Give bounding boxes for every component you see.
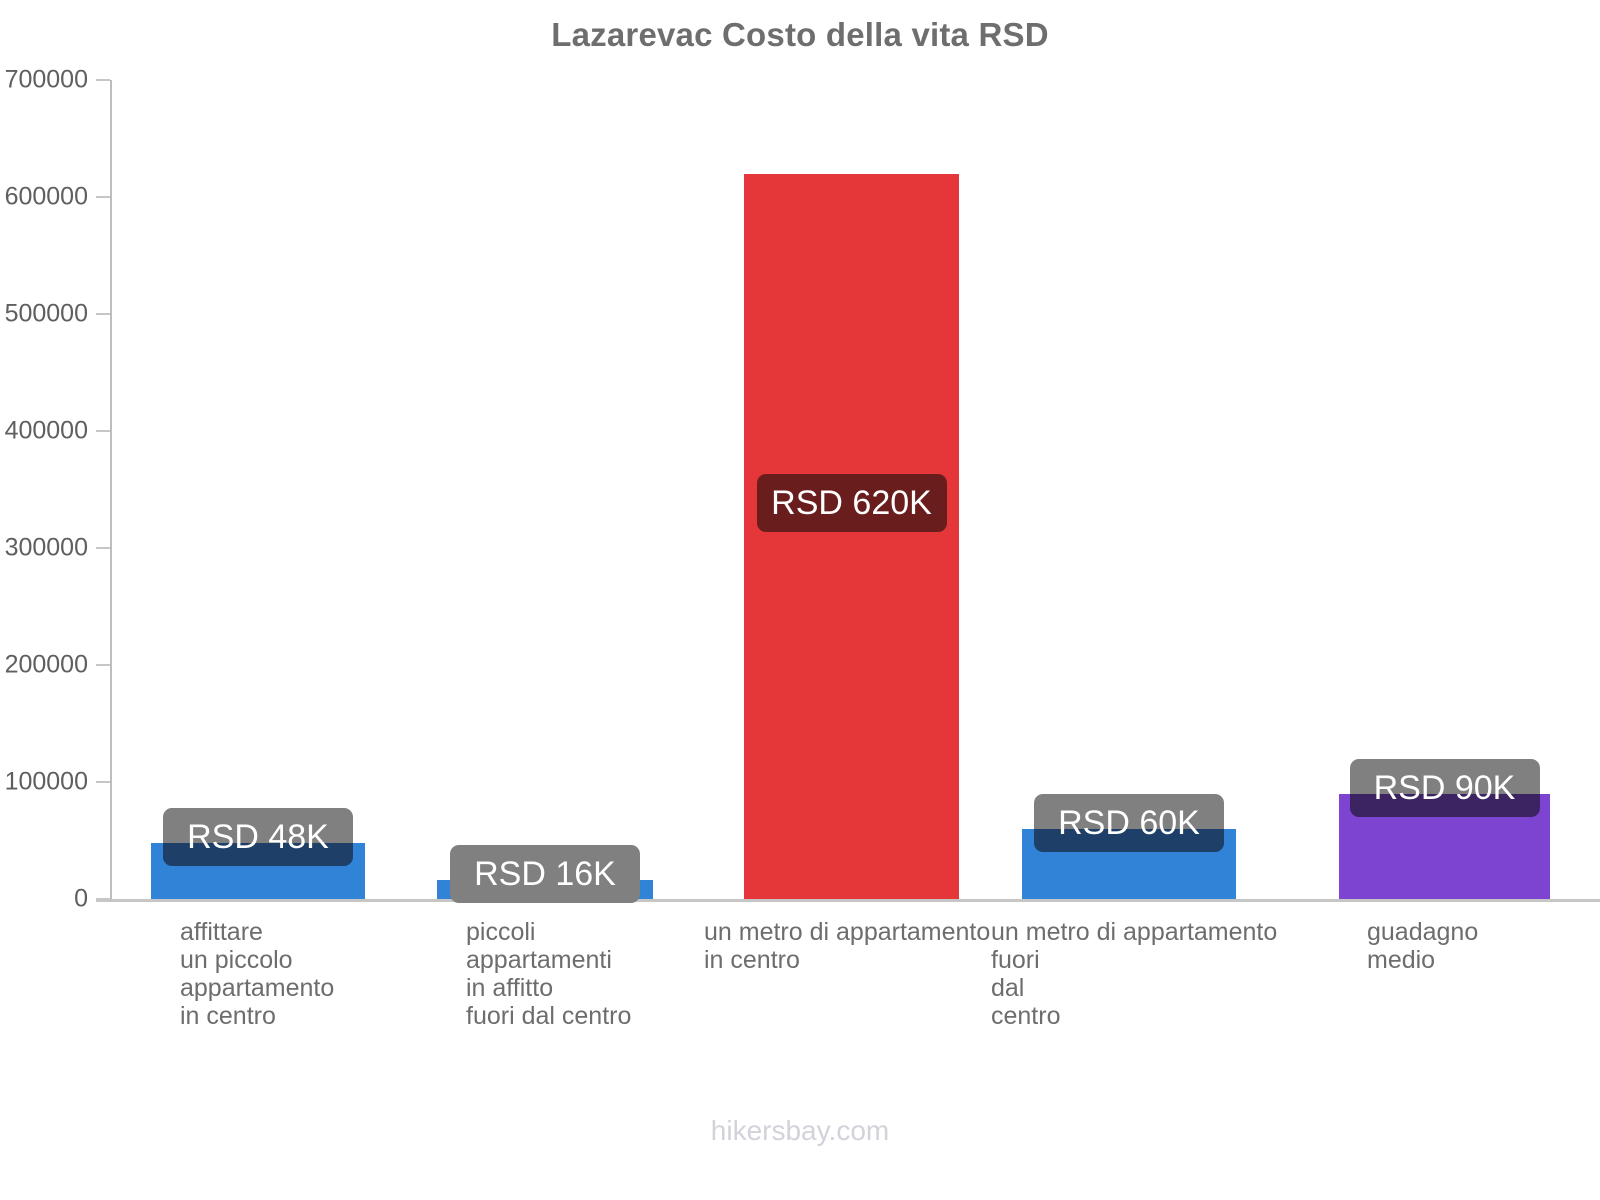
y-axis-tick-label: 200000 [4, 650, 88, 679]
bar-value-label: RSD 48K [187, 817, 329, 856]
x-axis-baseline [96, 899, 1600, 902]
x-axis-category-label: un metro di appartamento fuori dal centr… [991, 918, 1278, 1030]
y-axis-tick-mark [96, 313, 110, 315]
y-axis-tick-mark [96, 430, 110, 432]
x-axis-category-label: un metro di appartamento in centro [704, 918, 991, 974]
y-axis-tick-label: 100000 [4, 767, 88, 796]
page-title: Lazarevac Costo della vita RSD [551, 16, 1049, 53]
badge-upper-fill [163, 807, 353, 843]
x-axis-category-label: guadagno medio [1367, 918, 1479, 974]
badge-lower-fill [756, 474, 947, 532]
bar-value-label: RSD 16K [474, 855, 616, 894]
bar-series: RSD 48K RSD 16K RSD 620K RSD 60K RSD 90K [151, 173, 1550, 904]
y-axis-tick-mark [96, 664, 110, 666]
bar-value-label: RSD 60K [1058, 803, 1200, 842]
y-axis-tick-mark [96, 196, 110, 198]
x-axis-labels: affittare un piccolo appartamento in cen… [0, 918, 1600, 1098]
bar-value-label: RSD 90K [1373, 768, 1516, 807]
y-axis-tick-label: 0 [74, 884, 88, 913]
watermark: hikersbay.com [710, 1115, 890, 1146]
bar[interactable] [744, 173, 959, 899]
y-axis-tick-mark [96, 898, 110, 900]
y-axis-line [110, 80, 112, 900]
badge-upper-fill [1349, 758, 1540, 794]
y-axis-tick-label: 400000 [4, 416, 88, 445]
y-axis-tick-label: 300000 [4, 533, 88, 562]
badge-upper-fill [1034, 793, 1224, 829]
bar-value-badge: RSD 60K [1034, 793, 1224, 852]
y-axis-tick-label: 500000 [4, 299, 88, 328]
bar-value-badge: RSD 48K [163, 807, 353, 866]
bar-value-label: RSD 620K [771, 484, 932, 522]
x-axis-category-label: affittare un piccolo appartamento in cen… [180, 918, 335, 1030]
y-axis-tick-mark [96, 79, 110, 81]
y-axis-tick-label: 700000 [4, 65, 88, 94]
badge-lower-fill [1349, 793, 1540, 817]
y-axis-tick-mark [96, 781, 110, 783]
x-axis-category-label: piccoli appartamenti in affitto fuori da… [466, 918, 632, 1030]
badge-lower-fill [163, 842, 353, 866]
y-axis-tick-label: 600000 [4, 182, 88, 211]
badge-lower-fill [1034, 828, 1224, 852]
y-axis-tick-mark [96, 547, 110, 549]
bar-value-badge: RSD 620K [756, 474, 947, 532]
bar-value-badge: RSD 16K [450, 845, 640, 904]
bar-value-badge: RSD 90K [1349, 758, 1540, 817]
badge-lower-fill [450, 880, 640, 904]
badge-upper-fill [450, 845, 640, 881]
